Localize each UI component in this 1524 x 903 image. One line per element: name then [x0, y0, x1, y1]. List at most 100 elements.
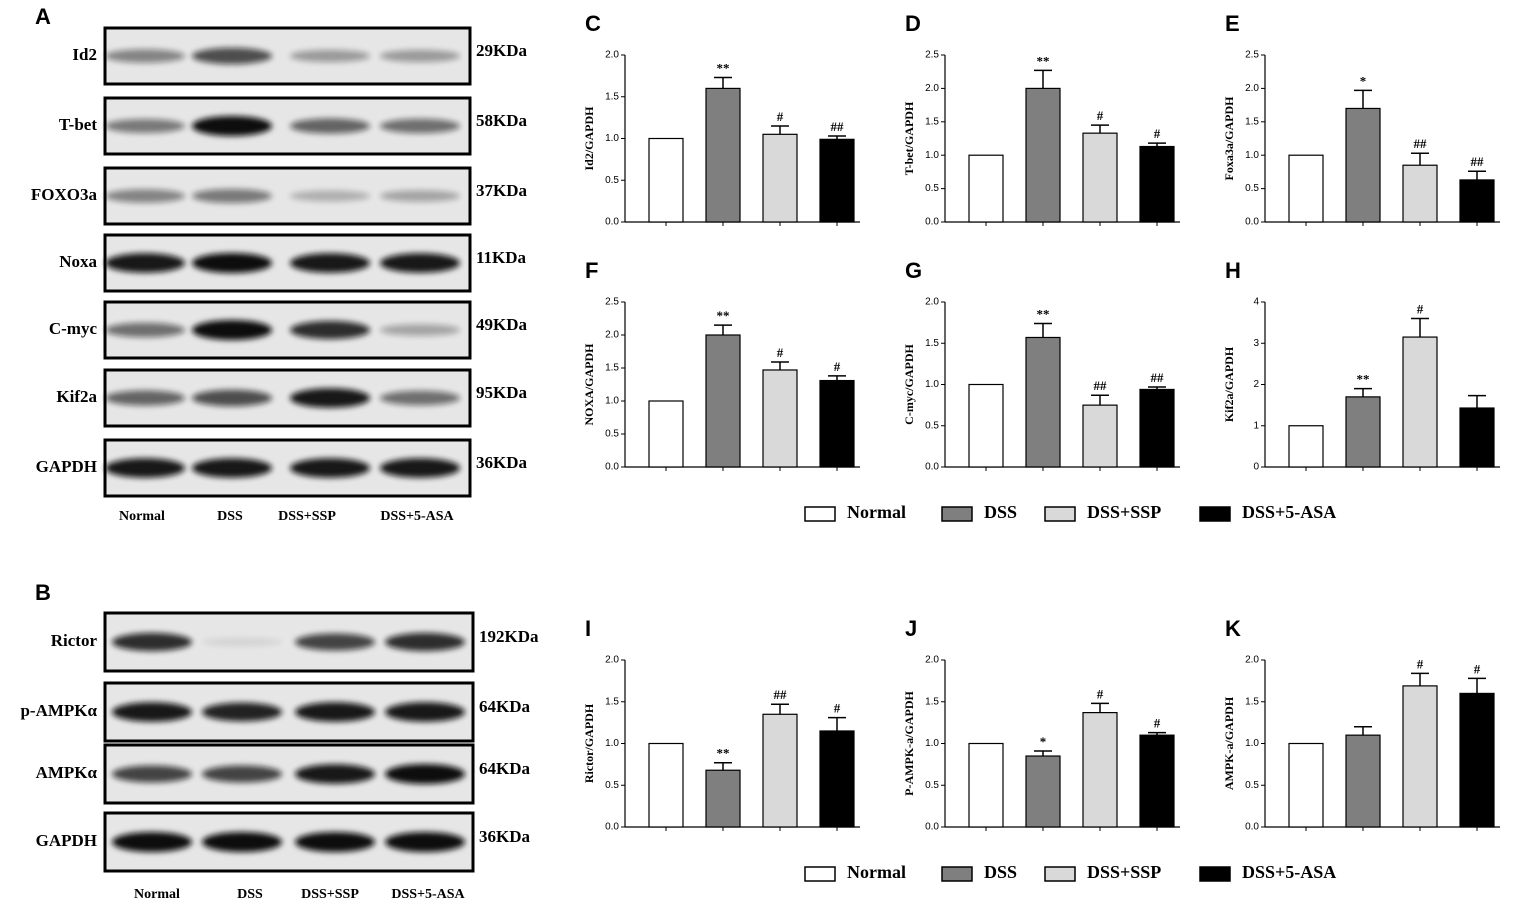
bar	[819, 138, 855, 223]
error-bar	[714, 761, 732, 771]
blot-band	[295, 702, 375, 722]
blot-band	[380, 390, 460, 406]
y-tick-label: 0.0	[1245, 217, 1259, 228]
lane-label: DSS+SSP	[278, 509, 336, 524]
error-bar	[771, 361, 789, 370]
legend-swatch	[941, 506, 973, 522]
error-bar	[1468, 677, 1486, 694]
y-tick-label: 1	[1253, 420, 1259, 431]
panel-letter: K	[1225, 616, 1241, 641]
significance-marker: *	[1360, 73, 1367, 88]
bar	[705, 334, 741, 468]
y-tick-label: 2.0	[925, 655, 939, 666]
bar	[968, 154, 1004, 223]
y-axis-label: P-AMPK-a/GAPDH	[902, 691, 916, 796]
size-label: 64KDa	[479, 697, 531, 716]
legend-swatch	[1044, 506, 1076, 522]
y-tick-label: 2.0	[605, 50, 619, 61]
size-label: 36KDa	[479, 827, 531, 846]
lane-label: Normal	[134, 887, 180, 902]
y-axis-label: T-bet/GAPDH	[902, 101, 916, 175]
significance-marker: #	[1474, 661, 1481, 676]
significance-marker: ##	[1151, 370, 1165, 385]
size-label: 37KDa	[476, 181, 528, 200]
significance-marker: #	[1154, 126, 1161, 141]
error-bar	[1354, 89, 1372, 109]
protein-label: GAPDH	[36, 831, 97, 850]
bar	[819, 379, 855, 468]
blot-band	[112, 832, 192, 852]
y-tick-label: 0.0	[605, 822, 619, 833]
blot-band	[192, 389, 272, 407]
bar	[705, 769, 741, 828]
bar	[1025, 336, 1061, 468]
y-tick-label: 0.5	[925, 183, 939, 194]
blot-band	[105, 322, 185, 338]
bar	[1402, 685, 1438, 828]
protein-label: T-bet	[59, 115, 97, 134]
blot-band	[295, 764, 375, 784]
y-tick-label: 2.0	[925, 83, 939, 94]
y-tick-label: 1.0	[925, 150, 939, 161]
size-label: 11KDa	[476, 248, 527, 267]
significance-marker: #	[834, 359, 841, 374]
y-tick-label: 1.5	[925, 696, 939, 707]
protein-label: p-AMPKα	[20, 701, 97, 720]
blot-band	[105, 390, 185, 406]
size-label: 36KDa	[476, 453, 528, 472]
legend-label: Normal	[847, 502, 906, 522]
y-tick-label: 0.5	[925, 420, 939, 431]
size-label: 49KDa	[476, 315, 528, 334]
error-bar	[1411, 317, 1429, 338]
y-tick-label: 1.5	[925, 116, 939, 127]
legend-label: Normal	[847, 862, 906, 882]
error-bar	[1468, 170, 1486, 180]
bar	[1139, 734, 1175, 828]
y-tick-label: 0.5	[605, 780, 619, 791]
significance-marker: **	[717, 61, 730, 76]
y-tick-label: 0.0	[605, 462, 619, 473]
legend-label: DSS	[984, 862, 1017, 882]
y-tick-label: 0	[1253, 462, 1259, 473]
significance-marker: ##	[1414, 136, 1428, 151]
y-tick-label: 0.0	[1245, 822, 1259, 833]
legend-label: DSS+SSP	[1087, 502, 1161, 522]
legend-label: DSS+SSP	[1087, 862, 1161, 882]
bar	[1345, 396, 1381, 468]
error-bar	[1354, 387, 1372, 397]
size-label: 58KDa	[476, 111, 528, 130]
y-tick-label: 0.0	[925, 462, 939, 473]
y-tick-label: 2.0	[1245, 83, 1259, 94]
legend-swatch	[1199, 866, 1231, 882]
protein-label: Id2	[72, 45, 97, 64]
y-tick-label: 1.5	[1245, 116, 1259, 127]
lane-label: DSS	[217, 509, 243, 524]
y-axis-label: Rictor/GAPDH	[582, 703, 596, 783]
blot-band	[385, 832, 465, 852]
error-bar	[1411, 152, 1429, 166]
blot-band	[105, 189, 185, 203]
y-tick-label: 2.5	[925, 50, 939, 61]
lane-label: Normal	[119, 509, 165, 524]
blot-band	[380, 458, 460, 478]
lane-label: DSS	[237, 887, 263, 902]
legend-label: DSS+5-ASA	[1242, 502, 1336, 522]
y-tick-label: 0.5	[605, 429, 619, 440]
y-axis-label: C-myc/GAPDH	[902, 344, 916, 425]
bar	[1459, 407, 1495, 468]
panel-letter: I	[585, 616, 591, 641]
y-tick-label: 1.0	[605, 133, 619, 144]
protein-label: C-myc	[49, 319, 98, 338]
bar	[1345, 107, 1381, 223]
legend-swatch	[941, 866, 973, 882]
blot-band	[385, 632, 465, 652]
protein-label: FOXO3a	[31, 185, 98, 204]
error-bar	[771, 703, 789, 715]
blot-band	[105, 49, 185, 63]
bar	[819, 730, 855, 828]
bar	[1402, 336, 1438, 468]
blot-band	[202, 765, 282, 783]
y-axis-label: AMPK-a/GAPDH	[1222, 696, 1236, 790]
y-tick-label: 1.5	[605, 91, 619, 102]
